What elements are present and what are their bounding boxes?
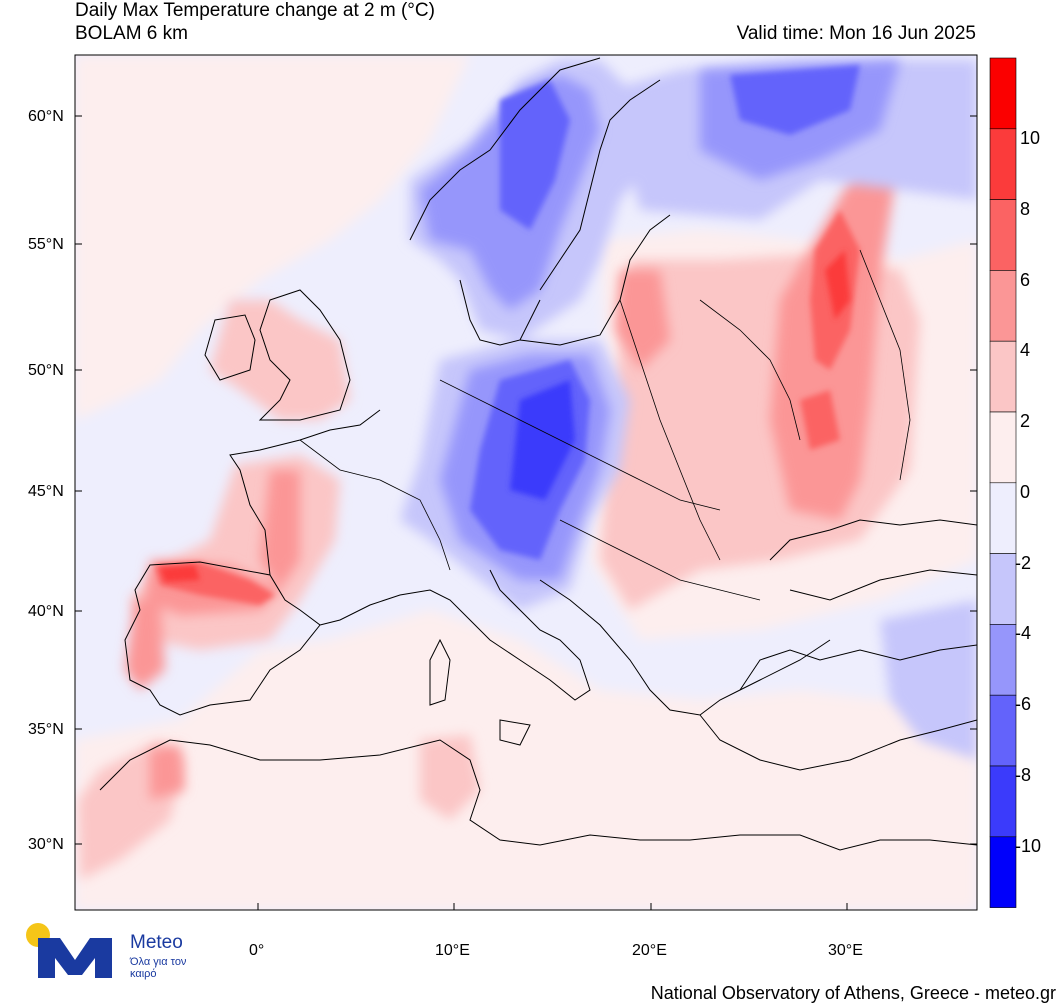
map-title: Daily Max Temperature change at 2 m (°C)	[75, 0, 435, 21]
colorbar-box	[989, 694, 1017, 767]
field-hottest-cantabria	[160, 565, 200, 582]
map-frame	[74, 54, 978, 911]
lat-label-35n: 35°N	[28, 721, 64, 738]
colorbar-box	[989, 765, 1017, 838]
colorbar-box	[989, 128, 1017, 200]
field-very-cold-russia	[730, 65, 860, 135]
colorbar-label-neg6: -6	[1015, 694, 1032, 714]
colorbar-box	[989, 340, 1017, 413]
colorbar-box	[989, 57, 1017, 130]
field-warm-morocco	[150, 745, 185, 800]
colorbar-box	[989, 199, 1017, 271]
lat-label-30n: 30°N	[28, 836, 64, 853]
colorbar-box	[989, 624, 1017, 696]
colorbar-label-neg10: -10	[1015, 836, 1042, 856]
lat-label-45n: 45°N	[28, 483, 64, 500]
field-pink-north-atlantic	[75, 55, 470, 420]
meteo-logo-mark	[26, 923, 112, 978]
lat-label-55n: 55°N	[28, 236, 64, 253]
colorbar-box	[989, 553, 1017, 625]
meteo-logo[interactable]: Meteo Όλα για τον καιρό	[20, 920, 205, 990]
colorbar-box	[989, 836, 1017, 908]
field-hottest-belarus	[825, 250, 850, 320]
field-warm-poland	[615, 270, 670, 370]
axis-ticks	[75, 115, 977, 910]
logo-name: Meteo	[130, 932, 183, 953]
lon-label-10e: 10°E	[435, 942, 470, 959]
colorbar-label-2: 2	[1020, 411, 1031, 431]
field-warm-france	[260, 470, 300, 590]
colorbar-label-neg8: -8	[1015, 765, 1032, 785]
lat-label-50n: 50°N	[28, 362, 64, 379]
field-cool-east-med	[880, 600, 977, 760]
valid-time: Valid time: Mon 16 Jun 2025	[736, 23, 976, 44]
m-letter-icon	[38, 938, 112, 978]
lat-label-40n: 40°N	[28, 603, 64, 620]
colorbar-label-0: 0	[1020, 482, 1031, 502]
field-pink-britain	[210, 300, 350, 420]
footer-credit: National Observatory of Athens, Greece -…	[650, 983, 1056, 1003]
colorbar-box	[989, 411, 1017, 484]
lat-label-60n: 60°N	[28, 108, 64, 125]
field-hot-romania	[800, 390, 840, 450]
field-warm-portugal	[125, 600, 165, 690]
model-name: BOLAM 6 km	[75, 23, 188, 44]
colorbar-label-10: 10	[1020, 128, 1041, 148]
lon-label-20e: 20°E	[632, 942, 667, 959]
colorbar-label-6: 6	[1020, 270, 1031, 290]
colorbar-box	[989, 482, 1017, 554]
field-very-cold-sweden	[500, 80, 570, 230]
lon-label-0: 0°	[249, 942, 265, 959]
colorbar-label-neg4: -4	[1015, 623, 1032, 643]
field-coldest-germany	[510, 380, 575, 500]
colorbar-label-8: 8	[1020, 199, 1031, 219]
lon-label-30e: 30°E	[828, 942, 863, 959]
colorbar-label-4: 4	[1020, 340, 1031, 360]
colorbar	[989, 57, 1017, 908]
coastlines	[99, 57, 977, 851]
logo-slogan: Όλα για τον καιρό	[130, 956, 187, 980]
colorbar-label-neg2: -2	[1015, 553, 1032, 573]
colorbar-box	[989, 270, 1017, 342]
